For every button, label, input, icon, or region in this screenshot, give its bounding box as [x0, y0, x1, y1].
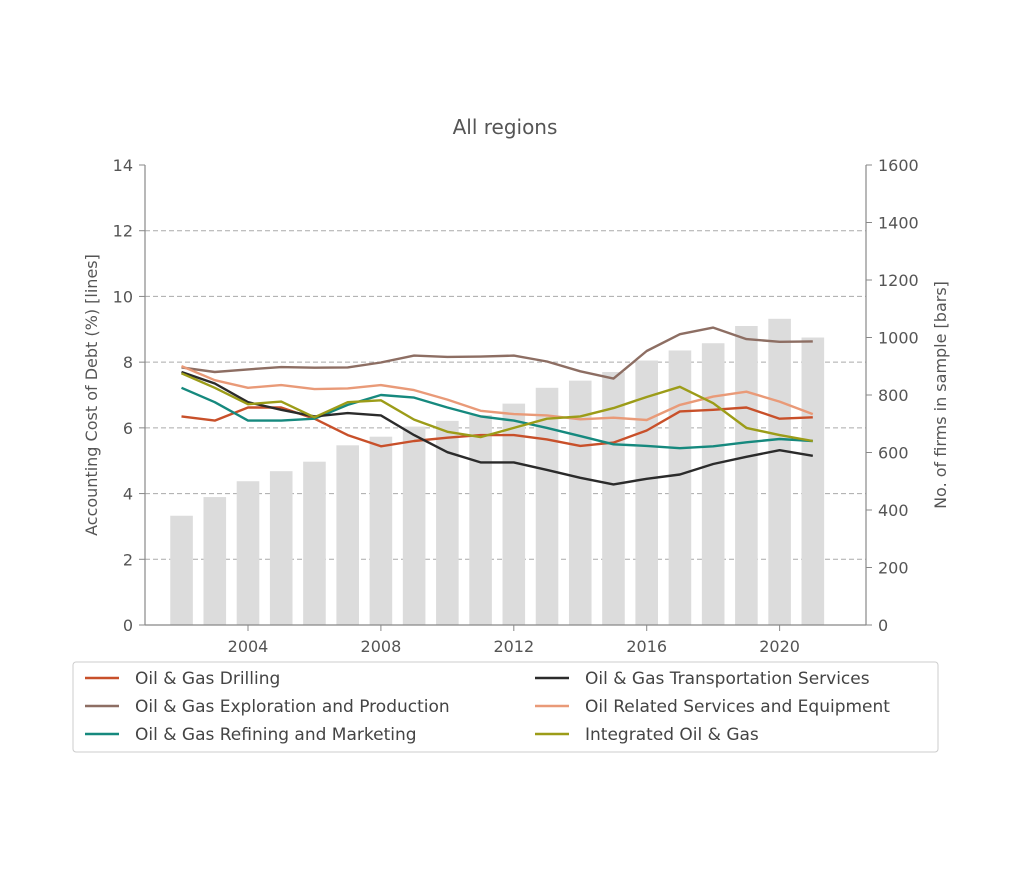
right-tick-label: 200: [878, 559, 909, 578]
legend-label: Oil & Gas Drilling: [135, 669, 280, 689]
right-tick-label: 1400: [878, 214, 919, 233]
legend-label: Oil & Gas Exploration and Production: [135, 697, 450, 717]
bar: [369, 436, 393, 625]
chart-title: All regions: [453, 115, 558, 139]
x-tick-label: 2016: [626, 637, 667, 656]
right-tick-label: 1000: [878, 329, 919, 348]
bar: [668, 350, 692, 625]
bar: [602, 372, 625, 625]
x-tick-label: 2004: [228, 637, 269, 656]
left-tick-label: 6: [123, 419, 133, 438]
bar: [568, 380, 592, 625]
bar: [303, 461, 326, 625]
right-tick-label: 1200: [878, 271, 919, 290]
bar: [170, 515, 193, 625]
series-line: [181, 386, 813, 450]
series-line: [181, 326, 813, 380]
left-axis-title: Accounting Cost of Debt (%) [lines]: [82, 254, 101, 536]
bar: [735, 326, 758, 625]
bar: [801, 337, 825, 625]
series-line: [181, 370, 813, 486]
bar: [469, 415, 492, 625]
bar: [269, 471, 293, 625]
x-tick-label: 2020: [759, 637, 800, 656]
legend: Oil & Gas Drilling Oil & Gas Exploration …: [72, 661, 939, 753]
series-line: [181, 364, 814, 422]
x-tick-label: 2008: [361, 637, 402, 656]
bar: [535, 387, 559, 625]
bar-series: [170, 318, 825, 625]
bar: [502, 403, 526, 625]
left-tick-label: 4: [123, 485, 133, 504]
line-series: [181, 326, 814, 486]
bar: [336, 445, 359, 625]
right-axis-title: No. of firms in sample [bars]: [931, 281, 950, 509]
bar: [402, 426, 426, 625]
legend-label: Oil & Gas Transportation Services: [585, 669, 870, 689]
bar: [768, 318, 791, 625]
right-tick-label: 600: [878, 444, 909, 463]
axis-ticks: 0 2 4 6 8 10 12 14 0 200 400 600 800 1000 1200 1400 1600…: [113, 156, 919, 656]
series-line: [181, 406, 813, 448]
right-tick-label: 800: [878, 386, 909, 405]
left-tick-label: 0: [123, 616, 133, 635]
left-tick-label: 2: [123, 550, 133, 569]
legend-label: Integrated Oil & Gas: [585, 725, 759, 745]
bar: [436, 420, 459, 625]
right-tick-label: 400: [878, 501, 909, 520]
bar: [701, 343, 725, 625]
left-tick-label: 14: [113, 156, 133, 175]
left-tick-label: 8: [123, 353, 133, 372]
left-tick-label: 10: [113, 287, 133, 306]
left-tick-label: 12: [113, 222, 133, 241]
x-tick-label: 2012: [493, 637, 534, 656]
legend-box: [72, 661, 939, 753]
bar: [236, 481, 260, 625]
legend-label: Oil Related Services and Equipment: [585, 697, 890, 717]
bar: [203, 497, 227, 625]
right-tick-label: 0: [878, 616, 888, 635]
legend-label: Oil & Gas Refining and Marketing: [135, 725, 417, 745]
series-line: [181, 372, 814, 443]
right-tick-label: 1600: [878, 156, 919, 175]
